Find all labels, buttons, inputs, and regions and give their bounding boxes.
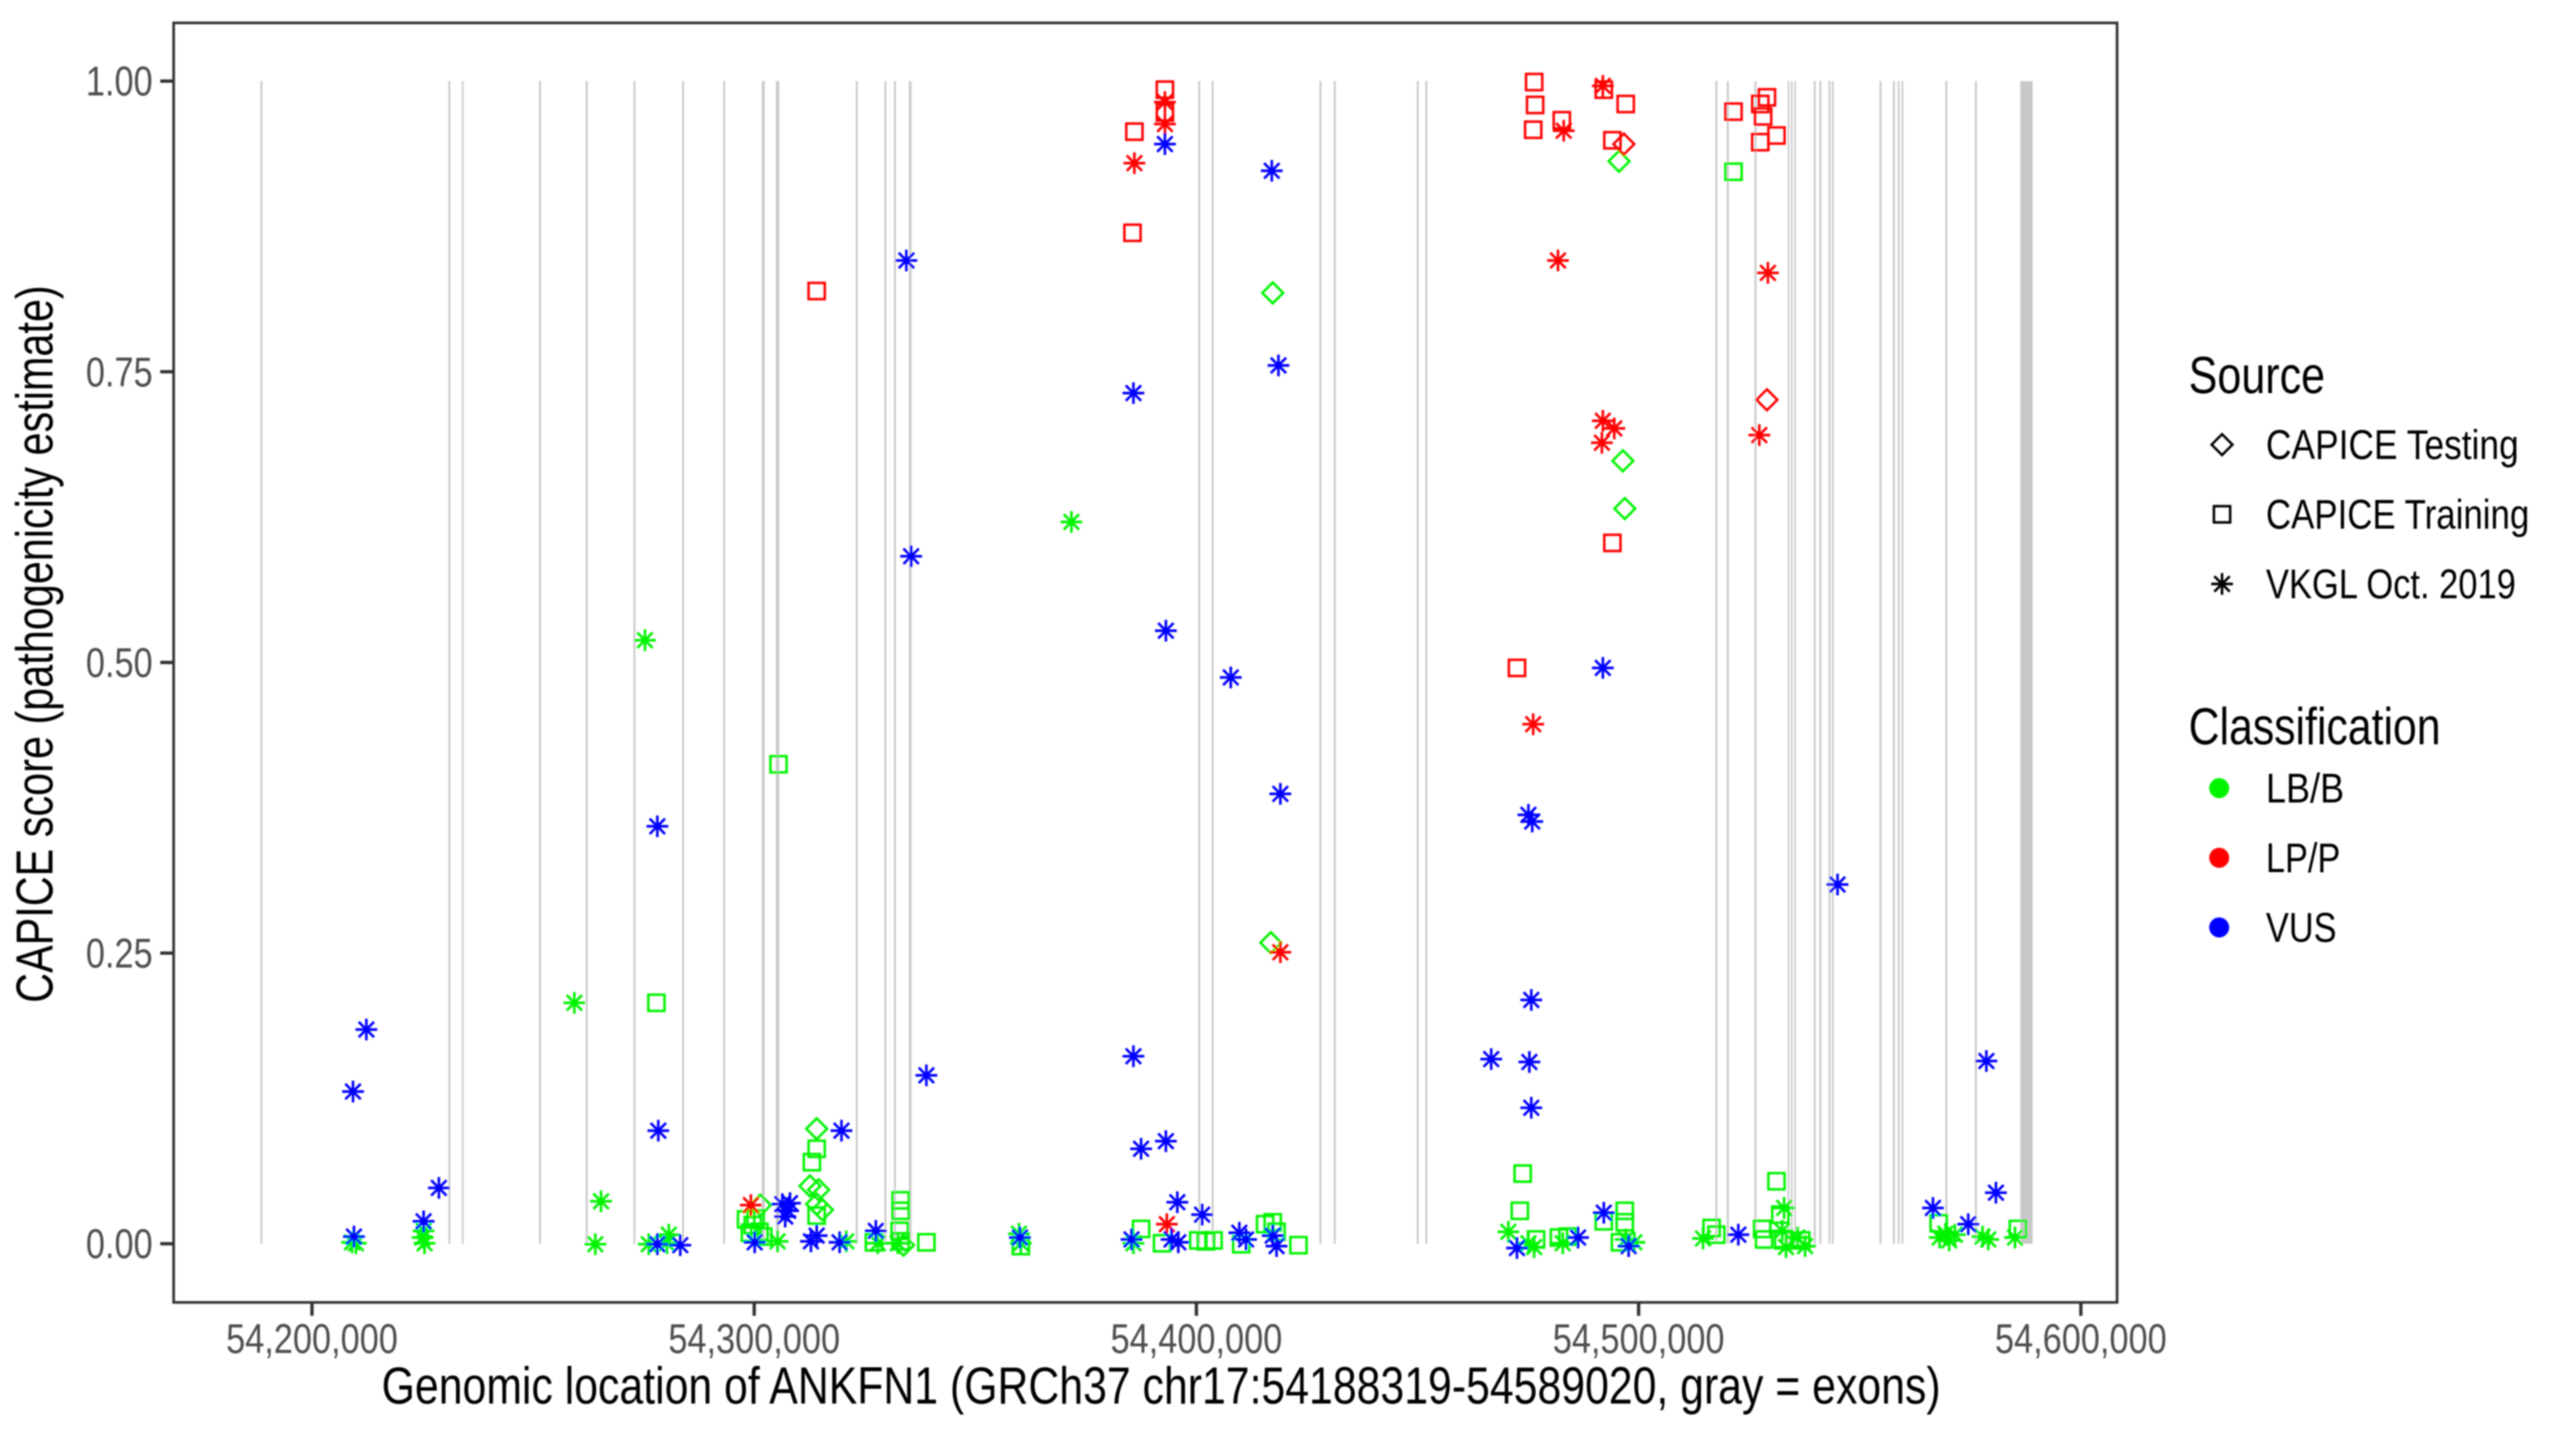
svg-text:Source: Source xyxy=(2189,345,2325,405)
svg-text:54,500,000: 54,500,000 xyxy=(1553,1316,1725,1363)
svg-text:LB/B: LB/B xyxy=(2266,765,2344,812)
svg-text:VUS: VUS xyxy=(2266,905,2337,951)
svg-text:1.00: 1.00 xyxy=(86,58,153,105)
svg-text:54,400,000: 54,400,000 xyxy=(1111,1316,1282,1363)
svg-text:0.25: 0.25 xyxy=(86,930,153,977)
svg-text:54,600,000: 54,600,000 xyxy=(1995,1316,2167,1363)
svg-text:Genomic location of ANKFN1 (GR: Genomic location of ANKFN1 (GRCh37 chr17… xyxy=(382,1356,1941,1415)
svg-text:CAPICE Training: CAPICE Training xyxy=(2266,491,2529,538)
svg-text:Classification: Classification xyxy=(2189,697,2441,756)
svg-text:CAPICE score (pathogenicity es: CAPICE score (pathogenicity estimate) xyxy=(5,285,64,1003)
svg-text:0.75: 0.75 xyxy=(86,349,153,396)
svg-text:0.50: 0.50 xyxy=(86,640,153,687)
svg-text:54,300,000: 54,300,000 xyxy=(669,1316,841,1363)
svg-text:VKGL Oct. 2019: VKGL Oct. 2019 xyxy=(2266,561,2516,608)
svg-text:CAPICE Testing: CAPICE Testing xyxy=(2266,422,2519,468)
svg-text:54,200,000: 54,200,000 xyxy=(226,1316,398,1363)
svg-text:0.00: 0.00 xyxy=(86,1221,153,1268)
svg-text:LP/P: LP/P xyxy=(2266,835,2340,882)
